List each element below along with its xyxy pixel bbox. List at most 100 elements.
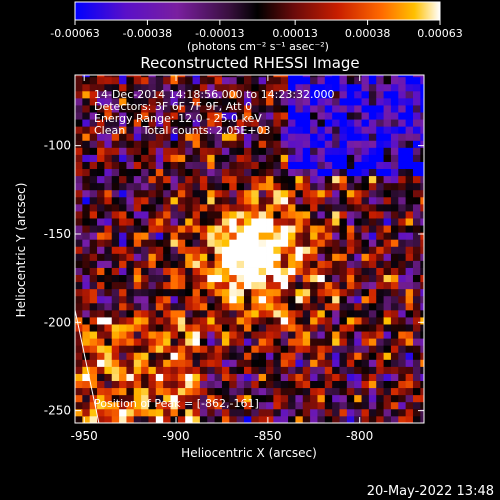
heatmap-cell xyxy=(170,76,179,85)
heatmap-cell xyxy=(302,239,311,247)
heatmap-cell xyxy=(97,105,105,113)
heatmap-cell xyxy=(119,394,127,403)
heatmap-cell xyxy=(141,359,149,367)
heatmap-cell xyxy=(368,246,377,254)
heatmap-cell xyxy=(332,105,340,113)
heatmap-cell xyxy=(119,260,127,268)
heatmap-cell xyxy=(405,175,414,184)
heatmap-cell xyxy=(243,182,252,191)
heatmap-cell xyxy=(221,119,230,127)
heatmap-cell xyxy=(126,387,135,396)
heatmap-cell xyxy=(383,253,392,261)
heatmap-cell xyxy=(368,408,377,417)
heatmap-cell xyxy=(332,112,340,120)
heatmap-cell xyxy=(221,218,230,226)
heatmap-cell xyxy=(126,232,135,240)
heatmap-cell xyxy=(89,76,98,85)
heatmap-cell xyxy=(97,203,105,212)
heatmap-cell xyxy=(199,352,208,360)
heatmap-cell xyxy=(207,133,215,141)
heatmap-cell xyxy=(148,119,157,127)
heatmap-cell xyxy=(405,211,414,219)
heatmap-cell xyxy=(126,218,135,226)
heatmap-cell xyxy=(361,232,370,240)
heatmap-cell xyxy=(310,189,318,198)
heatmap-cell xyxy=(119,147,127,155)
heatmap-cell xyxy=(141,408,149,417)
heatmap-cell xyxy=(221,295,230,304)
heatmap-cell xyxy=(368,288,377,297)
heatmap-cell xyxy=(258,140,267,148)
heatmap-cell xyxy=(302,196,311,205)
heatmap-cell xyxy=(383,302,392,311)
heatmap-cell xyxy=(148,331,157,339)
footer-timestamp: 20-May-2022 13:48 xyxy=(367,484,494,499)
heatmap-cell xyxy=(280,218,289,226)
heatmap-cell xyxy=(346,119,355,127)
heatmap-cell xyxy=(288,90,296,99)
heatmap-cell xyxy=(405,408,414,417)
heatmap-cell xyxy=(214,90,223,99)
heatmap-cell xyxy=(97,302,105,311)
heatmap-cell xyxy=(89,380,98,389)
heatmap-cell xyxy=(97,140,105,148)
heatmap-cell xyxy=(207,76,215,85)
heatmap-cell xyxy=(346,196,355,205)
heatmap-cell xyxy=(177,324,186,332)
heatmap-cell xyxy=(97,112,105,120)
heatmap-cell xyxy=(104,203,113,212)
heatmap-cell xyxy=(221,274,230,283)
heatmap-cell xyxy=(412,119,421,127)
heatmap-cell xyxy=(229,76,238,85)
heatmap-cell xyxy=(97,90,105,99)
plot-frame xyxy=(74,74,425,424)
heatmap-cell xyxy=(398,401,407,410)
heatmap-cell xyxy=(266,105,274,113)
heatmap-cell xyxy=(368,401,377,410)
heatmap-cell xyxy=(251,352,260,360)
heatmap-cell xyxy=(170,147,179,155)
heatmap-cell xyxy=(148,126,157,134)
heatmap-cell xyxy=(317,373,326,382)
heatmap-cell xyxy=(332,317,340,325)
heatmap-cell xyxy=(75,218,83,226)
heatmap-cell xyxy=(412,274,421,283)
heatmap-cell xyxy=(214,189,223,198)
heatmap-cell xyxy=(75,408,83,417)
heatmap-cell xyxy=(273,302,282,311)
heatmap-cell xyxy=(405,281,414,290)
heatmap-cell xyxy=(97,366,105,374)
heatmap-cell xyxy=(229,359,238,367)
heatmap-cell xyxy=(89,168,98,177)
annotation-clean-counts: Clean Total counts: 2.05E+03 xyxy=(94,124,271,137)
heatmap-cell xyxy=(332,345,340,353)
heatmap-cell xyxy=(332,401,340,410)
heatmap-cell xyxy=(405,203,414,212)
heatmap-cell xyxy=(119,295,127,304)
heatmap-cell xyxy=(148,302,157,311)
heatmap-cell xyxy=(119,352,127,360)
heatmap-cell xyxy=(104,140,113,148)
heatmap-cell xyxy=(207,239,215,247)
heatmap-cell xyxy=(346,76,355,85)
heatmap-cell xyxy=(119,126,127,134)
heatmap-cell xyxy=(273,90,282,99)
heatmap-cell xyxy=(332,211,340,219)
heatmap-cell xyxy=(97,281,105,290)
heatmap-cell xyxy=(317,232,326,240)
heatmap-cell xyxy=(236,147,245,155)
heatmap-cell xyxy=(104,119,113,127)
heatmap-cell xyxy=(126,324,135,332)
heatmap-cell xyxy=(273,415,282,423)
heatmap-cell xyxy=(398,260,407,268)
heatmap-cell xyxy=(126,394,135,403)
heatmap-cell xyxy=(163,408,171,417)
heatmap-cell xyxy=(368,274,377,283)
heatmap-cell xyxy=(170,154,179,162)
heatmap-cell xyxy=(368,394,377,403)
heatmap-cell xyxy=(141,373,149,382)
heatmap-cell xyxy=(302,175,311,184)
heatmap-cell xyxy=(163,105,171,113)
heatmap-cell xyxy=(89,309,98,318)
heatmap-cell xyxy=(236,105,245,113)
